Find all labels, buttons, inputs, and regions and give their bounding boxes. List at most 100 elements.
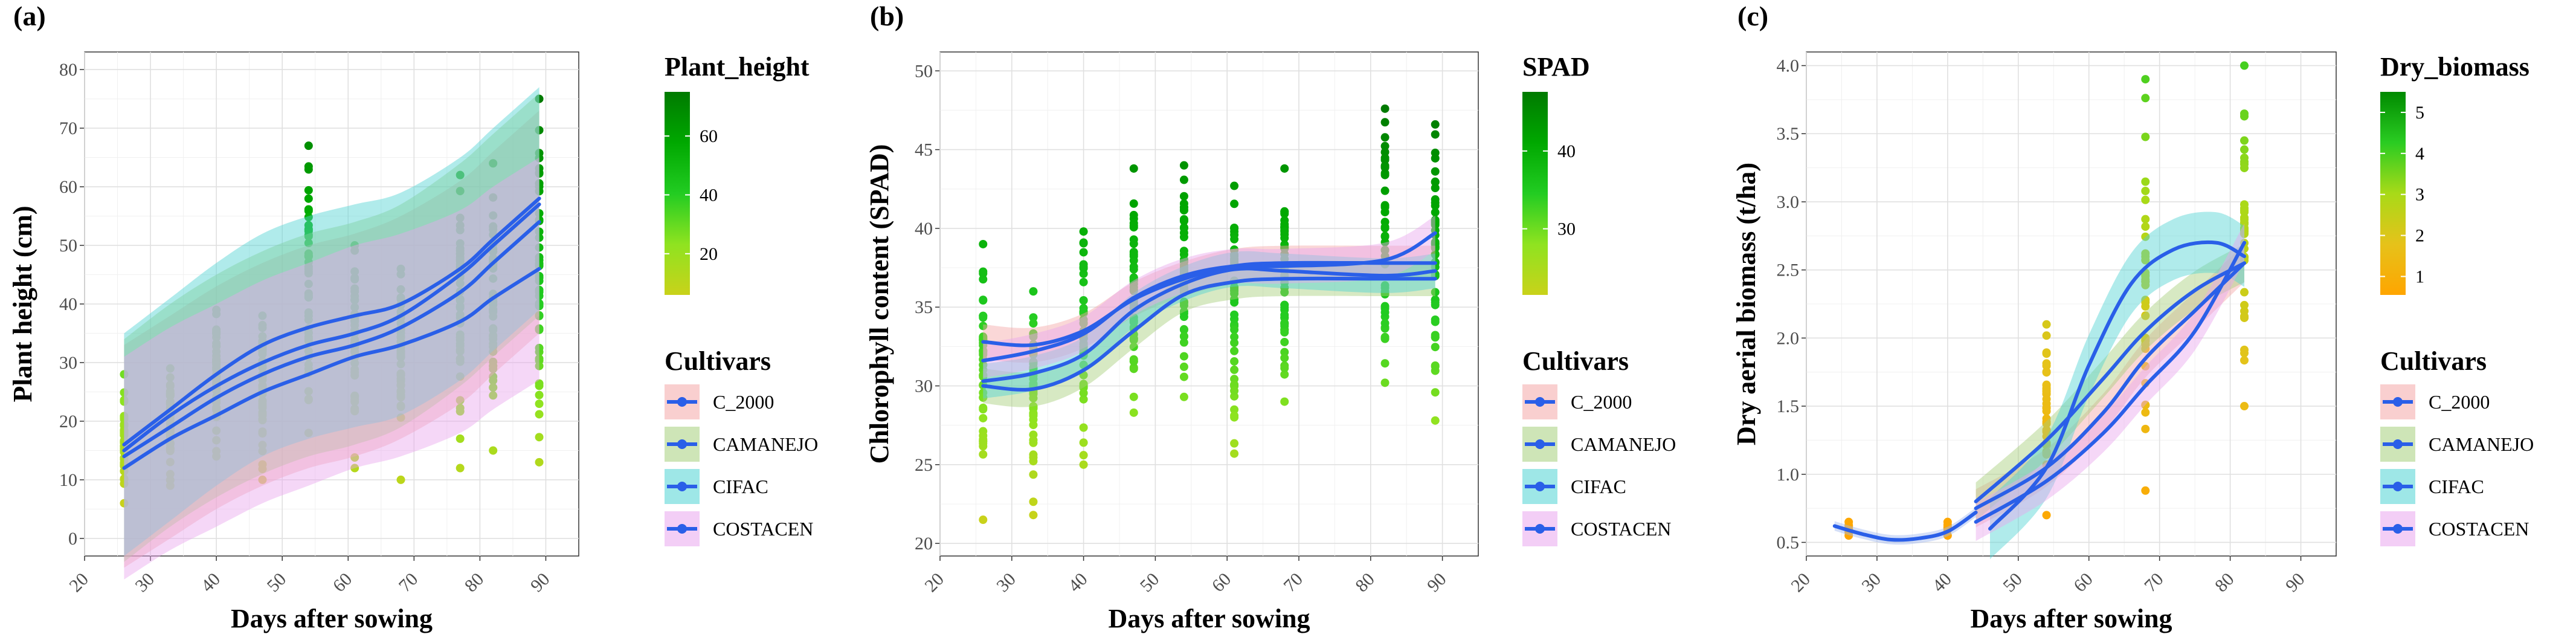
y-tick-label: 30: [59, 353, 77, 373]
panel-label: (a): [13, 1, 46, 31]
data-point: [120, 421, 129, 430]
data-point: [396, 413, 405, 422]
data-point: [535, 343, 544, 352]
colorbar-legend: SPAD 30 40: [1522, 52, 1590, 295]
data-point: [979, 393, 988, 402]
data-point: [1129, 334, 1138, 343]
colorbar-legend: Dry_biomass 1 2 3 4 5: [2380, 52, 2529, 295]
data-point: [535, 325, 544, 334]
data-point: [304, 428, 313, 438]
data-point: [350, 284, 359, 293]
colorbar-tick-label: 30: [1557, 219, 1576, 239]
data-point: [120, 428, 129, 437]
data-point: [396, 270, 405, 279]
data-point: [1280, 207, 1289, 216]
data-point: [304, 232, 313, 241]
data-point: [1280, 227, 1289, 236]
data-point: [535, 94, 544, 103]
y-tick-label: 70: [59, 118, 77, 138]
data-point: [489, 326, 498, 335]
data-point: [1230, 181, 1239, 190]
data-point: [1230, 199, 1239, 208]
data-point: [1380, 224, 1389, 233]
data-point: [258, 441, 267, 450]
data-point: [304, 186, 313, 195]
data-point: [1230, 332, 1239, 341]
data-point: [1380, 118, 1389, 127]
data-point: [1029, 319, 1038, 328]
data-point: [1129, 276, 1138, 285]
data-point: [304, 165, 313, 174]
data-point: [304, 213, 313, 222]
data-point: [1380, 332, 1389, 341]
data-point: [1029, 453, 1038, 462]
data-point: [1431, 177, 1440, 186]
colorbar-tick-label: 40: [700, 185, 718, 205]
x-tick-label: 40: [198, 569, 225, 596]
data-point: [1230, 449, 1239, 458]
y-tick-label: 35: [915, 297, 933, 317]
data-point: [1280, 397, 1289, 406]
legend-key-dot: [2393, 397, 2403, 407]
data-point: [1079, 238, 1088, 247]
data-point: [212, 339, 221, 348]
data-point: [258, 323, 267, 332]
data-point: [456, 213, 465, 222]
legend-title: Cultivars: [2380, 346, 2487, 376]
data-point: [258, 363, 267, 372]
data-point: [350, 315, 359, 325]
data-point: [535, 126, 544, 135]
data-point: [489, 211, 498, 220]
legend-item-costacen: COSTACEN: [2429, 518, 2529, 540]
data-point: [979, 431, 988, 440]
colorbar-tick-label: 3: [2415, 185, 2424, 205]
data-point: [212, 426, 221, 435]
data-point: [304, 279, 313, 288]
data-point: [456, 249, 465, 258]
legend-item-cifac: CIFAC: [1571, 476, 1626, 497]
y-tick-label: 1.0: [1777, 465, 1800, 485]
data-point: [1230, 386, 1239, 395]
data-point: [1029, 402, 1038, 411]
colorbar-tick-label: 60: [700, 126, 718, 146]
y-axis-title: Dry aerial biomass (t/ha): [1731, 163, 1761, 445]
data-point: [1179, 392, 1188, 401]
data-point: [456, 404, 465, 413]
data-point: [489, 391, 498, 400]
confidence-band-camanejo: [983, 261, 1435, 407]
data-point: [535, 233, 544, 242]
data-point: [2240, 163, 2249, 172]
data-point: [1230, 224, 1239, 233]
data-point: [2141, 94, 2150, 103]
data-point: [166, 389, 175, 398]
x-tick-label: 50: [263, 569, 291, 596]
data-point: [1129, 392, 1138, 401]
y-tick-label: 25: [915, 455, 933, 475]
data-point: [1380, 378, 1389, 387]
data-point: [1230, 346, 1239, 355]
data-point: [120, 499, 129, 508]
data-point: [1029, 380, 1038, 389]
data-point: [1431, 198, 1440, 207]
x-tick-label: 60: [329, 569, 356, 596]
cultivar-legend: Cultivars C_2000 CAMANEJO CIFAC COSTACEN: [665, 346, 818, 546]
data-point: [456, 255, 465, 264]
confidence-band-camanejo: [1975, 244, 2244, 521]
data-point: [1029, 393, 1038, 402]
data-point: [2240, 136, 2249, 145]
data-point: [1380, 154, 1389, 163]
data-point: [1380, 170, 1389, 179]
data-point: [1129, 318, 1138, 327]
data-point: [2042, 427, 2051, 436]
data-point: [456, 279, 465, 288]
data-point: [1431, 217, 1440, 226]
data-point: [1431, 416, 1440, 425]
data-point: [1179, 228, 1188, 238]
data-point: [166, 380, 175, 389]
data-point: [166, 457, 175, 467]
data-point: [2042, 359, 2051, 368]
data-point: [1079, 383, 1088, 392]
data-point: [1280, 300, 1289, 309]
data-point: [2042, 511, 2051, 520]
data-point: [1280, 347, 1289, 357]
